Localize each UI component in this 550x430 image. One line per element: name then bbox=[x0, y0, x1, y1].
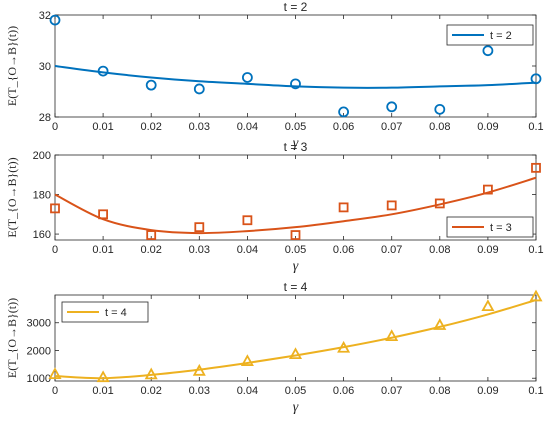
data-point bbox=[434, 103, 446, 115]
data-point bbox=[386, 200, 397, 211]
data-point bbox=[290, 78, 301, 90]
legend: t = 2 bbox=[446, 24, 534, 46]
data-point bbox=[433, 318, 447, 330]
y-tick-label: 1000 bbox=[27, 373, 51, 385]
y-axis-label: E(T_{O→B}(t)) bbox=[5, 157, 19, 237]
x-tick-label: 0.08 bbox=[429, 121, 450, 133]
data-point bbox=[338, 106, 350, 118]
data-point bbox=[145, 79, 157, 91]
chart-title: t = 2 bbox=[284, 0, 308, 14]
x-tick-label: 0.05 bbox=[285, 121, 306, 133]
subplot-1: t = 2 0 0.01 0.02 0.03 0.04 0.05 0.06 0.07 0.08 0.… bbox=[5, 0, 544, 151]
chart-title: t = 4 bbox=[284, 280, 308, 294]
x-tick-label: 0.03 bbox=[189, 121, 210, 133]
y-tick-label: 30 bbox=[39, 61, 51, 73]
data-point bbox=[49, 14, 61, 26]
y-axis-label: E(T_{O→B}(t)) bbox=[5, 298, 19, 378]
subplot-3: t = 4 0 0.01 0.02 0.03 0.04 0.05 0.06 0.07 0.08 0.… bbox=[5, 280, 544, 415]
x-tick-label: 0.01 bbox=[92, 244, 113, 256]
data-point bbox=[385, 329, 399, 342]
x-tick-label: 0.03 bbox=[189, 244, 210, 256]
data-point bbox=[193, 83, 205, 95]
chart-title: t = 3 bbox=[284, 140, 308, 154]
data-point bbox=[481, 299, 495, 312]
x-tick-label: 0.06 bbox=[333, 244, 354, 256]
data-point bbox=[482, 45, 494, 57]
x-tick-label: 0.1 bbox=[528, 385, 543, 397]
x-tick-label: 0.06 bbox=[333, 385, 354, 397]
x-axis-label: γ bbox=[293, 400, 299, 415]
x-tick-label: 0.05 bbox=[285, 244, 306, 256]
y-axis-label: E(T_{O→B}(t)) bbox=[5, 26, 19, 106]
x-tick-label: 0.05 bbox=[285, 385, 306, 397]
legend-label: t = 3 bbox=[490, 222, 512, 234]
x-tick-label: 0.09 bbox=[477, 244, 498, 256]
x-tick-label: 0.04 bbox=[237, 121, 258, 133]
legend-label: t = 2 bbox=[490, 30, 512, 42]
legend: t = 3 bbox=[446, 216, 534, 238]
y-tick-label: 32 bbox=[39, 10, 51, 22]
fit-line bbox=[54, 176, 537, 235]
data-point bbox=[531, 162, 541, 173]
data-point bbox=[48, 367, 62, 380]
fit-line bbox=[54, 65, 537, 89]
x-axis-label: γ bbox=[293, 259, 299, 274]
legend-box bbox=[61, 301, 149, 323]
x-tick-label: 0.01 bbox=[92, 121, 113, 133]
y-tick-label: 180 bbox=[33, 190, 51, 202]
legend: t = 4 bbox=[61, 301, 149, 323]
x-tick-label: 0 bbox=[52, 121, 58, 133]
legend-label: t = 4 bbox=[105, 307, 127, 319]
x-tick-label: 0.03 bbox=[189, 385, 210, 397]
x-tick-label: 0.07 bbox=[381, 121, 402, 133]
x-tick-label: 0.09 bbox=[477, 385, 498, 397]
legend-box bbox=[446, 24, 534, 46]
y-tick-label: 200 bbox=[33, 150, 51, 162]
data-point bbox=[96, 370, 110, 383]
x-tick-label: 0 bbox=[52, 385, 58, 397]
x-tick-label: 0.04 bbox=[237, 385, 258, 397]
data-point bbox=[242, 215, 253, 226]
x-tick-label: 0.08 bbox=[429, 244, 450, 256]
y-tick-label: 28 bbox=[39, 112, 51, 124]
x-tick-label: 0.01 bbox=[92, 385, 113, 397]
data-point bbox=[288, 347, 303, 360]
y-tick-label: 160 bbox=[33, 229, 51, 241]
x-tick-label: 0.1 bbox=[528, 121, 543, 133]
x-axis-label: γ bbox=[293, 136, 299, 151]
x-tick-label: 0.09 bbox=[477, 121, 498, 133]
data-point bbox=[290, 230, 301, 240]
legend-box bbox=[446, 216, 534, 238]
x-tick-label: 0.02 bbox=[140, 244, 161, 256]
data-point bbox=[194, 222, 205, 233]
data-point bbox=[240, 354, 254, 366]
data-point bbox=[241, 72, 253, 83]
x-tick-label: 0.08 bbox=[429, 385, 450, 397]
fit-line bbox=[54, 299, 537, 380]
y-tick-label: 2000 bbox=[27, 345, 51, 357]
x-tick-label: 0.02 bbox=[140, 385, 161, 397]
x-tick-label: 0.02 bbox=[140, 121, 161, 133]
x-tick-label: 0.07 bbox=[381, 244, 402, 256]
data-point bbox=[386, 101, 398, 113]
x-tick-label: 0.04 bbox=[237, 244, 258, 256]
x-tick-label: 0.07 bbox=[381, 385, 402, 397]
x-tick-label: 0 bbox=[52, 244, 58, 256]
data-point bbox=[338, 202, 349, 213]
y-tick-label: 3000 bbox=[27, 318, 51, 330]
x-tick-label: 0.06 bbox=[333, 121, 354, 133]
subplot-2: t = 3 0 0.01 0.02 0.03 0.04 0.05 0.06 0.07 0.08 0.… bbox=[5, 140, 544, 274]
x-tick-label: 0.1 bbox=[528, 244, 543, 256]
data-point bbox=[50, 203, 60, 214]
